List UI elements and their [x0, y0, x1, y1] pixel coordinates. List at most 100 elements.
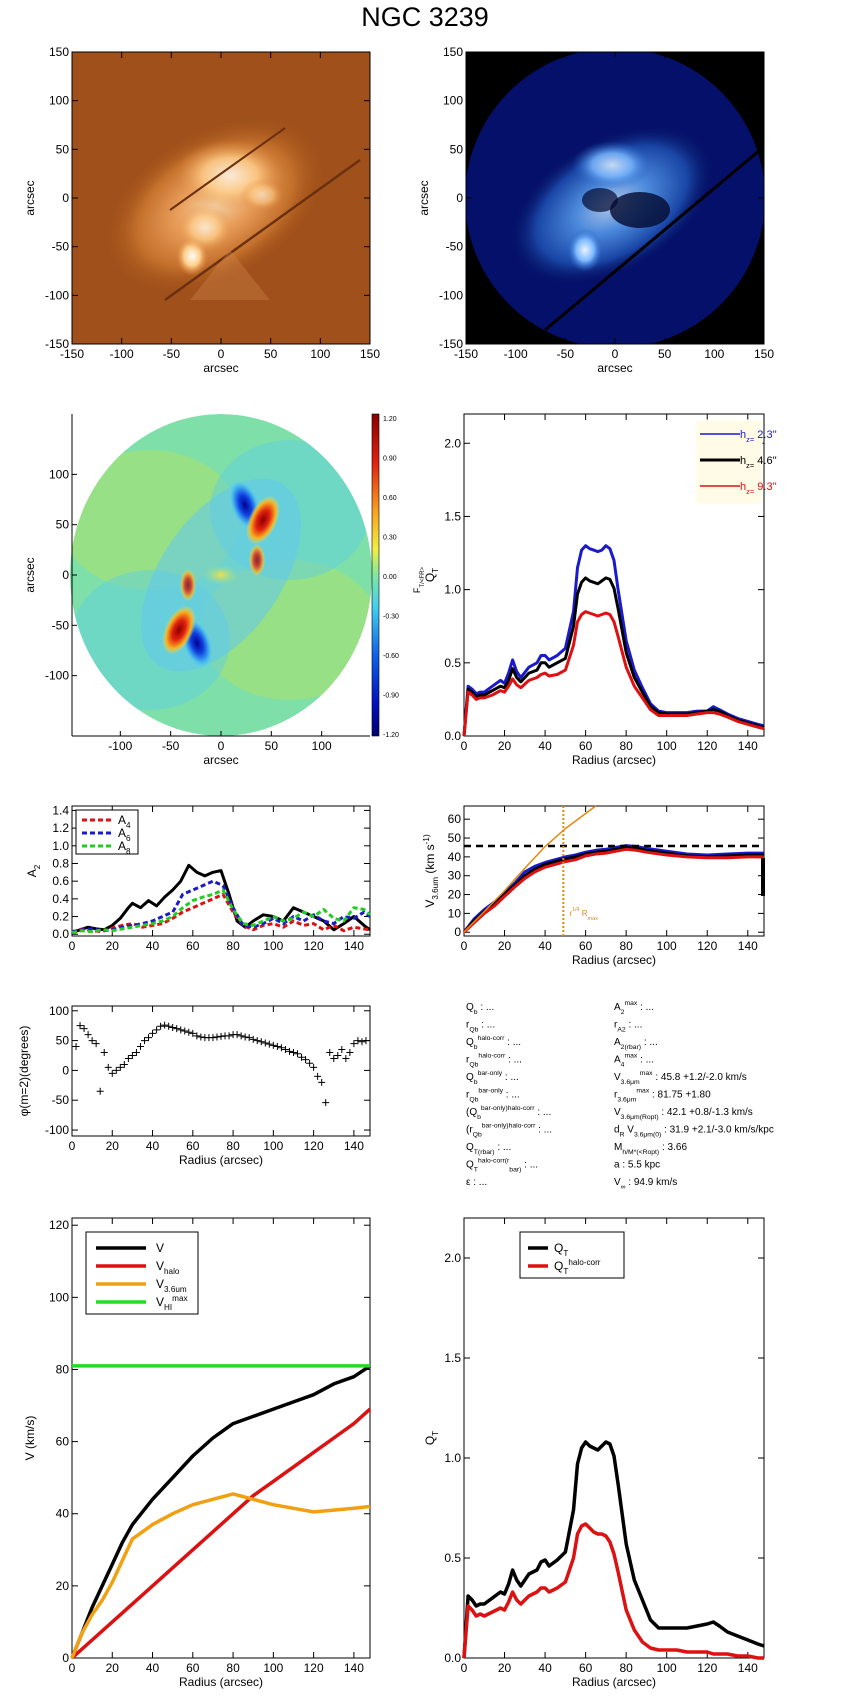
colorbar-tick-label: 0.00	[383, 574, 397, 581]
text-span: bar-only)	[482, 1123, 509, 1130]
data-point	[338, 1046, 346, 1054]
text-span: 0.30	[383, 535, 397, 542]
text-span: 0	[69, 939, 76, 953]
text-span: V	[156, 1259, 164, 1273]
text-span: : ...	[505, 1055, 522, 1066]
x-tick-label: 140	[344, 1139, 364, 1153]
series-line-q-t	[462, 1440, 765, 1659]
text-span: 100	[310, 347, 330, 361]
text-span: 80	[226, 1139, 240, 1153]
x-tick-label: 40	[538, 1661, 552, 1675]
text-span: 1.5	[444, 509, 461, 523]
text-span: 20	[498, 1661, 512, 1675]
axes-frame	[71, 1217, 371, 1659]
text-span: 50	[658, 347, 672, 361]
data-point	[298, 1053, 306, 1061]
text-span: Qb	[469, 1027, 478, 1034]
text-span: R	[580, 909, 588, 918]
legend-box	[519, 1231, 625, 1279]
text-span: b	[474, 1079, 478, 1086]
x-tick-label: 50	[265, 739, 279, 753]
text-span: A	[118, 839, 126, 853]
text-span: 20	[106, 1139, 120, 1153]
x-tick-label: 150	[360, 347, 380, 361]
data-point	[289, 1049, 297, 1057]
y-tick-label: -100	[45, 288, 69, 302]
text-span: 0.00	[383, 574, 397, 581]
text-span: halo-corr	[568, 1258, 600, 1267]
text-span: 3.6um	[164, 1285, 187, 1294]
text-span: -100	[108, 739, 132, 753]
text-span: r	[614, 1090, 618, 1101]
parameter-right: dR V3.6μm(0) : 31.9 +2.1/-3.0 km/s/kpc	[614, 1125, 774, 1139]
parameter-left: QThalo-corr(r bar) : ...	[466, 1158, 538, 1174]
x-tick-label: 120	[304, 939, 324, 953]
x-tick-label: -100	[108, 739, 132, 753]
text-span: 9.3''	[754, 481, 777, 493]
series-line-a-8	[71, 888, 371, 934]
text-span: V	[156, 1277, 164, 1291]
text-span: halo-corr	[509, 1123, 537, 1130]
text-span: V	[156, 1295, 164, 1309]
y-tick-label: 100	[49, 94, 69, 108]
x-tick-label: 80	[619, 739, 633, 753]
text-span: -100	[504, 347, 528, 361]
series-line-a-6	[71, 879, 371, 934]
text-span: 100	[49, 467, 69, 481]
data-point	[273, 1043, 281, 1051]
text-span: : ...	[478, 1002, 495, 1013]
text-span: 1.0	[52, 839, 69, 853]
x-tick-label: 140	[344, 1661, 364, 1675]
y-tick-label: -50	[446, 240, 464, 254]
data-point	[140, 1037, 148, 1045]
text-span: r	[466, 1020, 470, 1031]
text-span: V	[614, 1107, 621, 1118]
text-span: 1.5	[444, 1351, 461, 1365]
text-span: arcsec	[597, 361, 632, 375]
x-tick-label: 60	[186, 1139, 200, 1153]
data-point	[145, 1034, 153, 1042]
text-span: 4	[126, 821, 131, 830]
text-span: Q	[466, 1160, 474, 1171]
text-span: 80	[226, 1661, 240, 1675]
data-point	[96, 1087, 104, 1095]
text-span: 60	[186, 1661, 200, 1675]
data-point	[330, 1054, 338, 1062]
y-tick-label: 150	[443, 45, 463, 59]
text-span: 60	[448, 812, 462, 826]
text-span: 100	[704, 347, 724, 361]
text-span: : ...	[641, 1037, 658, 1048]
y-tick-label: 0.0	[52, 927, 69, 941]
x-tick-label: -50	[557, 347, 575, 361]
text-span: 2.0	[444, 1251, 461, 1265]
x-tick-label: 140	[738, 739, 758, 753]
x-tick-label: 120	[697, 739, 717, 753]
series-line-h-z-2-3-	[462, 544, 765, 737]
text-span: T(r	[474, 1149, 483, 1156]
text-span: 80	[56, 1362, 70, 1376]
text-span: 0	[461, 1661, 468, 1675]
text-span: 8	[126, 847, 131, 856]
text-span: 50	[265, 739, 279, 753]
text-span: -50	[52, 240, 70, 254]
text-span: 50	[264, 347, 278, 361]
text-span: 0	[69, 1661, 76, 1675]
text-span: bar)	[482, 1149, 494, 1156]
text-span: Radius (arcsec)	[572, 953, 656, 967]
text-span: 2.0	[444, 436, 461, 450]
x-axis-label: Radius (arcsec)	[572, 753, 656, 767]
text-span: 1.0	[444, 1451, 461, 1465]
x-tick-label: 20	[498, 1661, 512, 1675]
text-span: 2	[621, 1009, 625, 1016]
x-tick-label: 140	[738, 1661, 758, 1675]
text-span: Qb	[469, 1062, 478, 1069]
text-span: 20	[498, 939, 512, 953]
text-span: max	[624, 1053, 637, 1060]
text-span: -100	[439, 288, 463, 302]
x-axis-label: arcsec	[203, 361, 238, 375]
x-tick-label: 100	[657, 739, 677, 753]
text-span: -50	[446, 240, 464, 254]
force-map	[70, 413, 380, 737]
x-tick-label: 0	[69, 1661, 76, 1675]
